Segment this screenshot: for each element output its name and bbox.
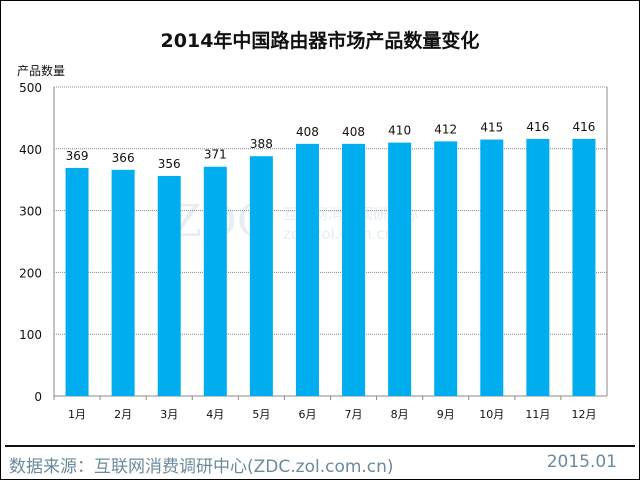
bar-7月 [342,143,366,396]
bar-chart: 2014年中国路由器市场产品数量变化 产品数量 ZDC互联网消费调研中心zdc.… [17,29,608,421]
data-label: 408 [342,125,365,139]
bar-3月 [157,175,181,396]
bar-8月 [388,142,412,396]
data-label: 416 [573,120,596,134]
bar-2月 [111,169,135,396]
x-tick-label: 4月 [206,408,224,421]
data-label: 356 [158,157,181,171]
x-tick-label: 10月 [479,408,504,421]
x-tick-label: 2月 [114,408,132,421]
x-tick-label: 12月 [571,408,596,421]
data-label: 412 [434,122,457,136]
bar-12月 [572,138,596,397]
x-tick-label: 6月 [298,408,316,421]
bar-5月 [249,156,273,396]
data-label: 388 [250,137,273,151]
bar-11月 [526,138,550,397]
data-label: 369 [66,149,89,163]
bar-10月 [480,139,504,396]
data-label: 416 [526,120,549,134]
y-tick-label: 300 [19,205,42,219]
footer-source: 数据来源：互联网消费调研中心(ZDC.zol.com.cn) [9,457,394,477]
data-label: 415 [480,121,503,135]
bar-1月 [65,167,89,396]
x-tick-label: 3月 [160,408,178,421]
footer-date: 2015.01 [546,452,617,472]
y-axis-label: 产品数量 [17,63,65,78]
y-tick-label: 100 [19,328,42,342]
y-tick-label: 200 [19,266,42,280]
y-tick-label: 500 [19,81,42,95]
y-tick-label: 400 [19,143,42,157]
bar-9月 [434,141,458,396]
x-tick-label: 7月 [345,408,363,421]
bar-6月 [295,143,319,396]
data-label: 371 [204,148,227,162]
x-tick-label: 8月 [391,408,409,421]
x-tick-label: 11月 [525,408,550,421]
y-tick-label: 0 [34,390,42,404]
data-label: 410 [388,124,411,138]
footer-divider [5,445,635,447]
x-tick-label: 9月 [437,408,455,421]
data-label: 408 [296,125,319,139]
x-tick-label: 1月 [68,408,86,421]
data-label: 366 [112,151,135,165]
x-tick-label: 5月 [252,408,270,421]
bar-4月 [203,166,227,396]
chart-title: 2014年中国路由器市场产品数量变化 [161,29,480,52]
